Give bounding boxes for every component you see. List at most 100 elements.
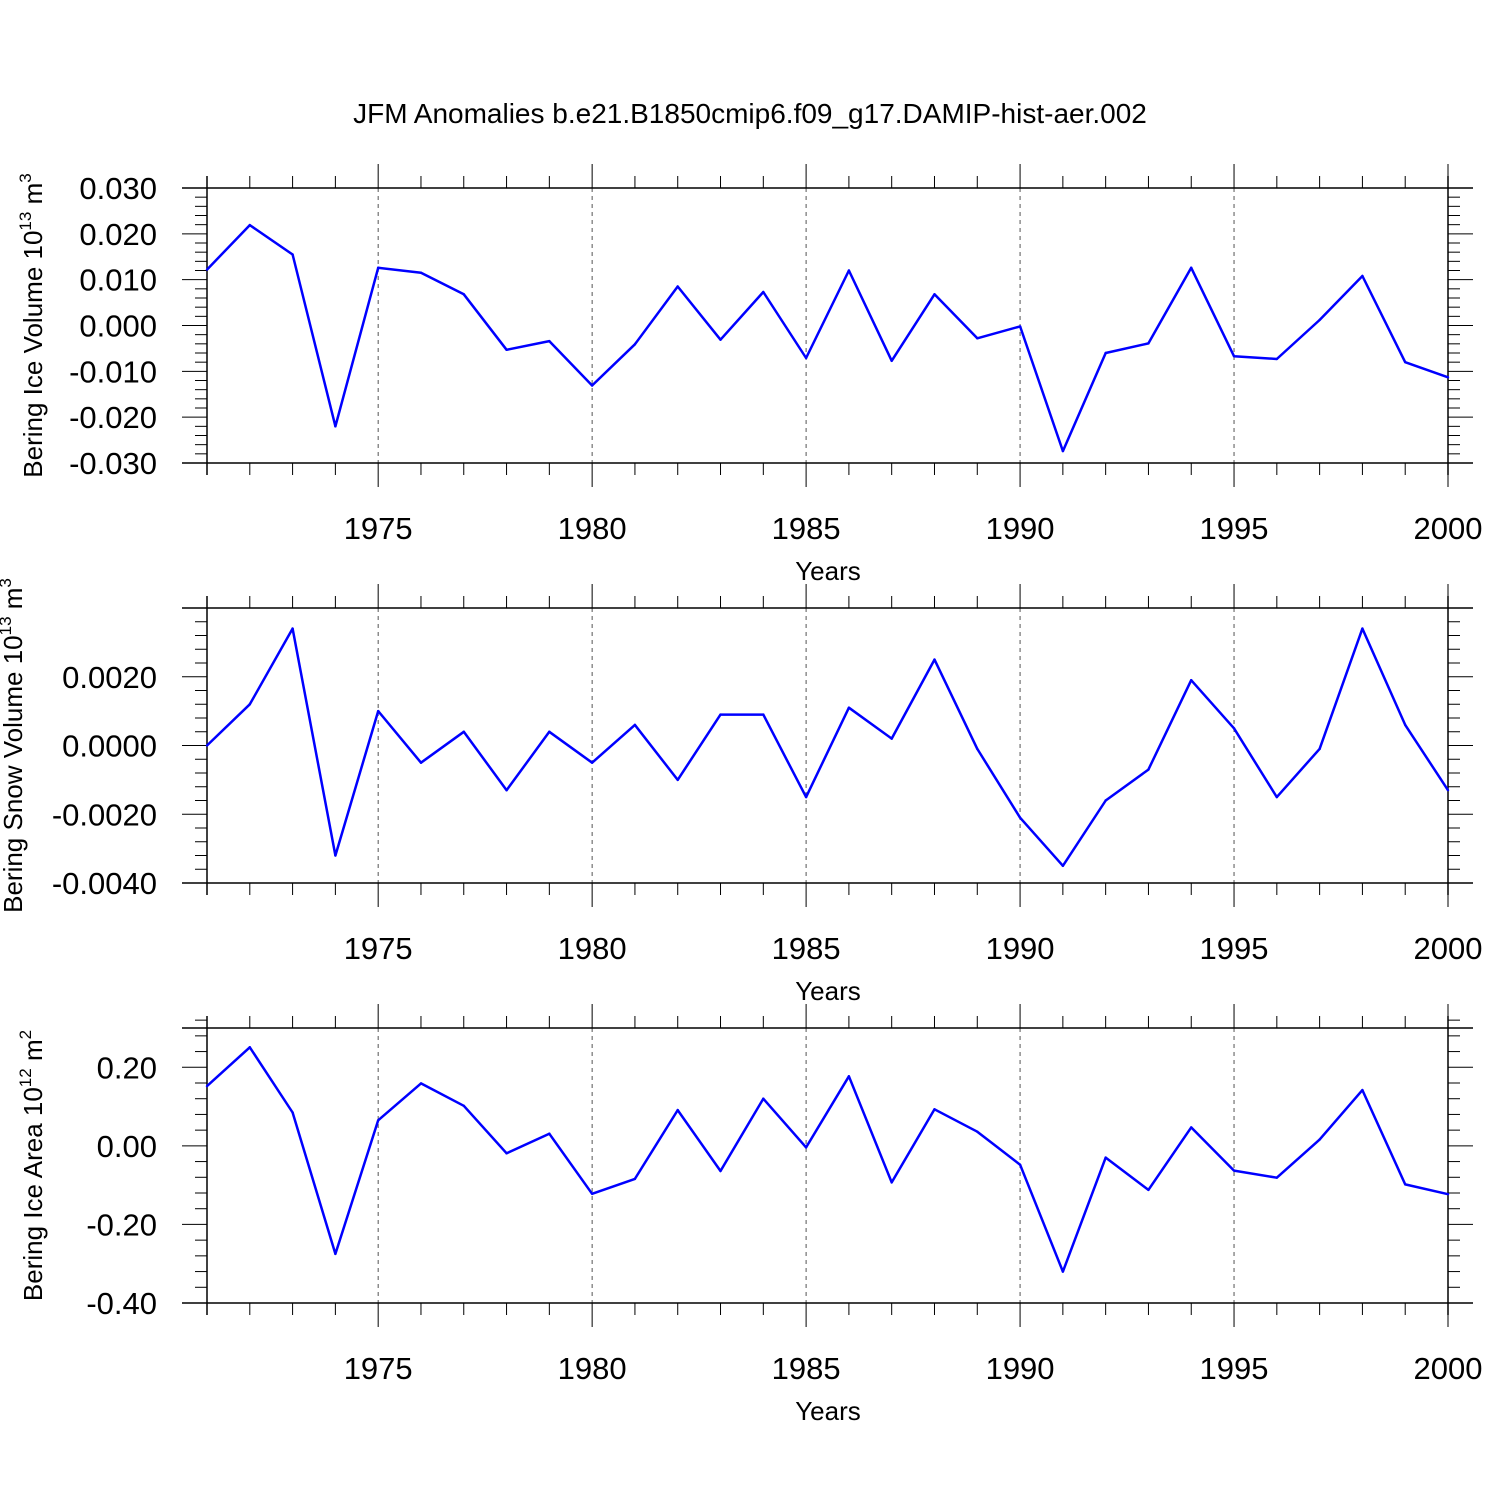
y-tick-label: 0.030 <box>79 171 157 206</box>
x-tick-label: 1980 <box>558 511 627 546</box>
data-point <box>548 1132 551 1135</box>
data-point <box>1147 342 1150 345</box>
panel-1: -0.030 -0.020 -0.010 0.000 0.010 0.020 0.030 19… <box>16 164 1482 586</box>
y-axis-title-text: Bering Ice Area 10 <box>18 1087 48 1301</box>
data-point <box>762 290 765 294</box>
y-axis-title-exponent: 13 <box>16 212 35 231</box>
y-tick-label: 0.000 <box>79 309 157 344</box>
x-tick-label: 1975 <box>344 511 413 546</box>
data-point <box>1404 723 1407 727</box>
data-point <box>1446 376 1450 379</box>
data-point <box>1018 1163 1022 1166</box>
data-point <box>676 778 679 782</box>
data-point <box>205 744 209 747</box>
data-point <box>719 1169 722 1173</box>
data-point <box>334 425 337 428</box>
data-point <box>505 1152 508 1155</box>
data-point <box>548 339 551 343</box>
y-tick-label: -0.20 <box>86 1207 157 1242</box>
data-point <box>1018 816 1022 819</box>
x-tick-label: 2000 <box>1414 1351 1483 1386</box>
data-point <box>1404 360 1407 364</box>
y-axis-title-unit-exponent: 2 <box>16 1030 35 1039</box>
y-tick-label: 0.20 <box>97 1050 157 1085</box>
data-point <box>933 293 936 296</box>
x-tick-label: 1975 <box>344 1351 413 1386</box>
data-point <box>890 1181 893 1184</box>
figure-title: JFM Anomalies b.e21.B1850cmip6.f09_g17.D… <box>353 98 1147 129</box>
x-tick-label: 1990 <box>986 1351 1055 1386</box>
y-tick-label: -0.40 <box>86 1286 157 1321</box>
panel-2: -0.0040 -0.0020 0.0000 0.0020 1975 1980 1985 19… <box>0 578 1482 1006</box>
data-point <box>1104 1156 1107 1159</box>
x-tick-label: 1990 <box>986 511 1055 546</box>
y-tick-label: 0.010 <box>79 263 157 298</box>
y-axis-title: Bering Ice Volume 1013 m3 <box>16 173 48 477</box>
x-tick-label: 1995 <box>1200 931 1269 966</box>
data-point <box>1232 727 1236 730</box>
data-point <box>1104 351 1107 355</box>
data-point <box>1361 274 1364 278</box>
x-axis-title: Years <box>795 976 861 1006</box>
data-point <box>933 1108 936 1111</box>
data-point <box>1404 1183 1407 1186</box>
data-point <box>976 1130 979 1133</box>
data-point <box>1318 318 1321 322</box>
x-tick-label: 1975 <box>344 931 413 966</box>
data-point <box>890 737 893 740</box>
data-point <box>719 338 722 341</box>
y-tick-label: 0.0020 <box>62 660 157 695</box>
data-point <box>291 627 294 630</box>
data-point <box>1232 1169 1236 1172</box>
data-point <box>205 268 209 271</box>
y-axis-title-unit-exponent: 3 <box>0 578 15 587</box>
data-point <box>1061 1270 1065 1273</box>
data-point <box>1318 747 1321 751</box>
data-point <box>505 348 508 351</box>
x-tick-label: 1985 <box>772 1351 841 1386</box>
data-point <box>633 723 637 727</box>
data-point <box>890 359 893 362</box>
y-tick-label: -0.010 <box>69 354 157 389</box>
data-point <box>933 658 936 661</box>
data-point <box>1190 678 1193 682</box>
y-axis-title-unit: m <box>0 588 28 617</box>
data-point <box>248 223 251 227</box>
data-point <box>676 1108 679 1112</box>
data-point <box>847 269 851 272</box>
data-point <box>762 713 765 716</box>
data-point <box>462 293 465 296</box>
data-point <box>419 271 423 274</box>
data-point <box>1018 325 1022 328</box>
y-tick-label: -0.0040 <box>52 866 157 901</box>
y-tick-label: -0.0020 <box>52 797 157 832</box>
data-point <box>1446 788 1450 792</box>
y-axis-title-text: Bering Ice Volume 10 <box>18 231 48 478</box>
x-tick-label: 1985 <box>772 511 841 546</box>
y-axis-title-unit-exponent: 3 <box>16 173 35 182</box>
data-point <box>1190 1126 1193 1129</box>
x-tick-label: 1985 <box>772 931 841 966</box>
data-point <box>1361 627 1364 630</box>
data-point <box>590 1192 594 1195</box>
data-point <box>1061 449 1065 453</box>
data-point <box>1104 799 1107 802</box>
data-point <box>1147 1188 1150 1192</box>
data-point <box>633 1177 637 1181</box>
y-axis-title-exponent: 12 <box>16 1068 35 1087</box>
x-tick-label: 1980 <box>558 1351 627 1386</box>
data-point <box>291 253 294 256</box>
data-point <box>205 1084 209 1088</box>
data-point <box>291 1111 294 1114</box>
data-point <box>376 266 380 269</box>
x-tick-label: 2000 <box>1414 511 1483 546</box>
data-point <box>376 1119 380 1122</box>
y-tick-label: 0.020 <box>79 217 157 252</box>
data-point <box>248 1046 251 1049</box>
y-axis-title: Bering Snow Volume 1013 m3 <box>0 578 28 913</box>
data-point <box>804 356 808 360</box>
data-point <box>1232 355 1236 358</box>
data-point <box>676 285 679 288</box>
x-tick-label: 1995 <box>1200 1351 1269 1386</box>
data-point <box>1275 1176 1279 1179</box>
